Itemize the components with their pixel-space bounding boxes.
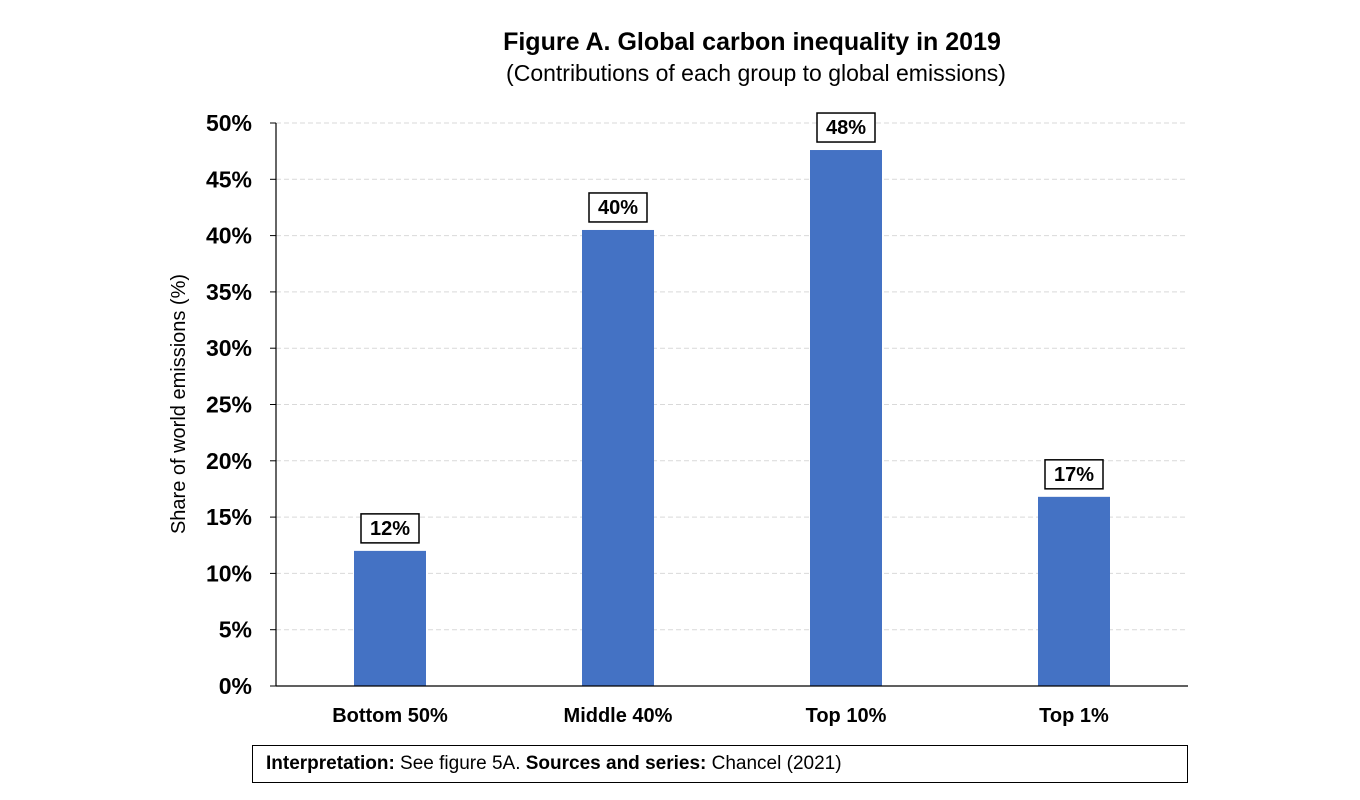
data-label-box [1044,459,1104,490]
interpretation-note: Interpretation: See figure 5A. Sources a… [252,745,1188,783]
x-tick-label: Bottom 50% [332,705,448,727]
bars [354,150,1110,687]
y-tick-label: 0% [219,673,252,699]
data-label: 40% [598,197,638,219]
bar [810,150,882,687]
y-tick-label: 25% [206,392,252,418]
chart-subtitle: (Contributions of each group to global e… [506,60,1006,86]
chart-title: Figure A. Global carbon inequality in 20… [503,28,1001,56]
y-tick-label: 40% [206,223,252,249]
interpretation-text: See figure 5A. [394,753,526,774]
x-tick-label: Middle 40% [564,705,673,727]
interpretation-label: Interpretation: [266,753,395,774]
data-label-box [816,112,876,143]
y-tick-label: 50% [206,110,252,136]
data-label: 48% [826,117,866,139]
y-tick-label: 10% [206,560,252,586]
y-tick-label: 45% [206,166,252,192]
data-labels: 12% 40% 48% 17% [360,112,1104,544]
data-label-box [588,192,648,223]
tick-labels: 0% 5% 10% 15% 20% 25% 30% 35% 40% 45% 50% Bottom 50… [206,110,1109,727]
sources-text: Chancel (2021) [706,753,842,774]
data-label: 12% [370,518,410,540]
bar [582,229,654,686]
y-tick-label: 15% [206,504,252,530]
sources-label: Sources and series: [525,753,707,774]
y-axis-label: Share of world emissions (%) [168,274,190,534]
data-label: 17% [1054,464,1094,486]
y-tick-label: 30% [206,335,252,361]
x-tick-label: Top 1% [1039,705,1109,727]
axes [270,122,1188,687]
bar [354,550,426,686]
y-tick-label: 20% [206,448,252,474]
x-tick-label: Top 10% [806,705,887,727]
y-tick-label: 35% [206,279,252,305]
y-tick-label: 5% [219,617,252,643]
grid-lines [276,122,1188,631]
data-label-box [360,513,420,544]
bar [1038,496,1110,686]
